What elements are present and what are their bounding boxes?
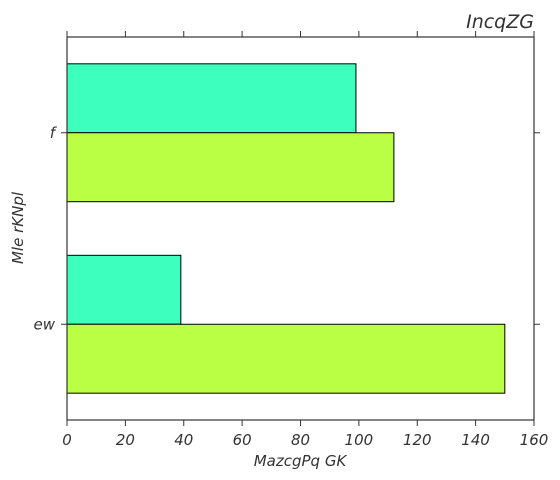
chart-title: IncqZG: [466, 11, 534, 33]
x-tick-label-60: 60: [233, 431, 252, 449]
x-tick-label-0: 0: [62, 431, 72, 449]
bar-f-s1: [66, 63, 357, 134]
x-tick-label-140: 140: [461, 431, 490, 449]
y-tick-label-f: f: [50, 124, 58, 142]
x-tick-label-120: 120: [403, 431, 432, 449]
y-axis-title: Mle rKNpl: [9, 191, 27, 264]
bars-group: [66, 63, 506, 394]
x-axis-title: MazcgPq GK: [254, 452, 348, 470]
ticks-group: f ew 0 20 40 60 80 100 120 140 160: [34, 31, 549, 449]
x-tick-label-100: 100: [345, 431, 374, 449]
x-tick-label-40: 40: [174, 431, 193, 449]
y-tick-label-ew: ew: [34, 315, 56, 333]
x-tick-label-160: 160: [520, 431, 549, 449]
bar-ew-s1: [66, 254, 182, 325]
bar-f-s2: [66, 132, 395, 203]
x-tick-label-20: 20: [116, 431, 135, 449]
x-tick-label-80: 80: [291, 431, 310, 449]
bar-ew-s2: [66, 323, 506, 394]
